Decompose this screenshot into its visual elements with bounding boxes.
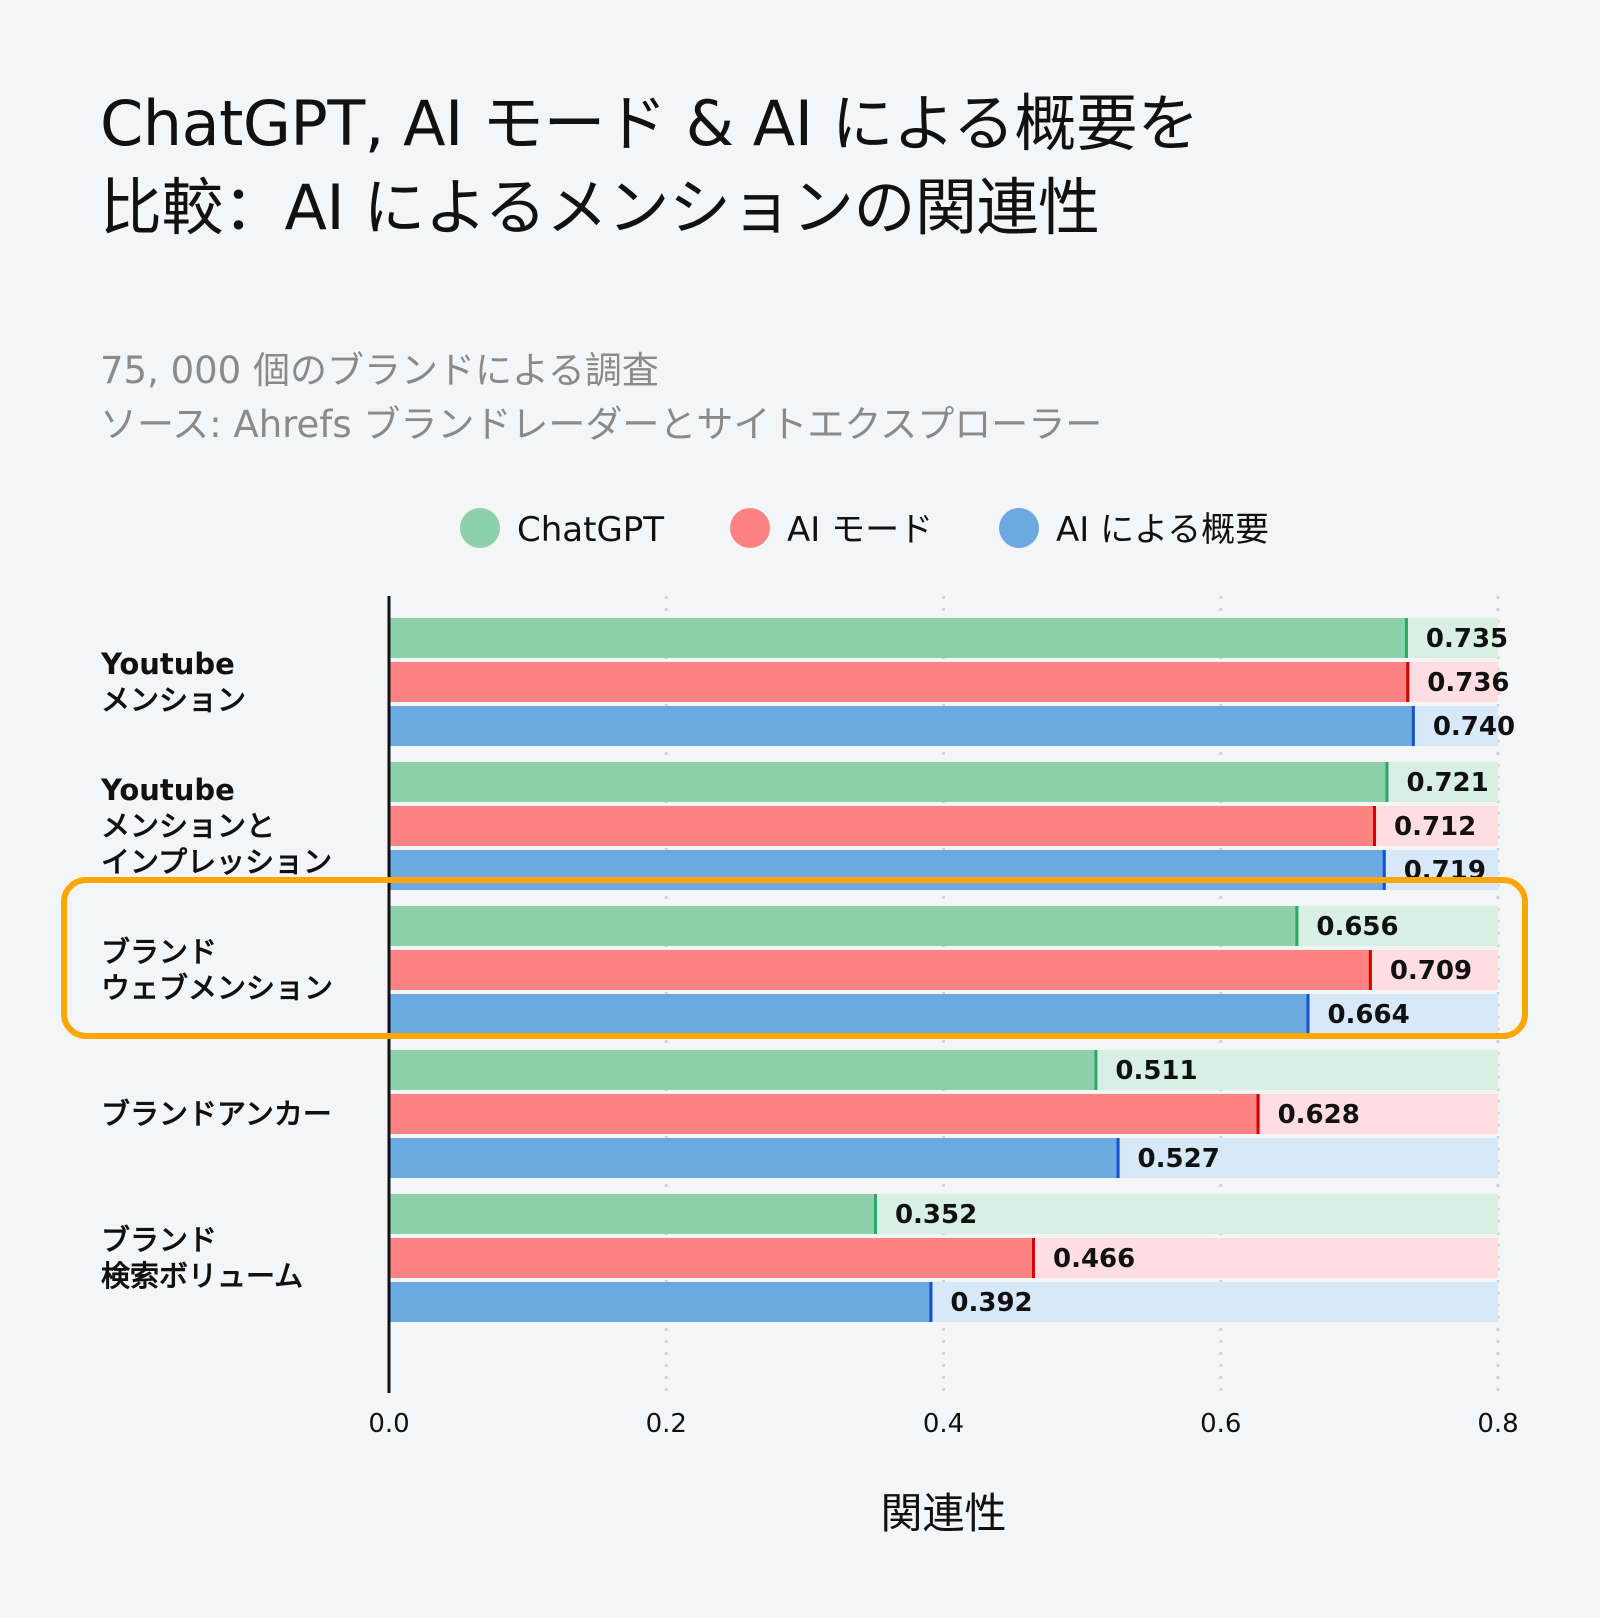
data-label: 0.527	[1138, 1144, 1220, 1174]
category-label: ブランド	[101, 935, 217, 969]
legend-swatch-1	[730, 508, 770, 548]
bar-1-0	[389, 662, 1410, 702]
bar-0-0	[389, 618, 1408, 658]
bar-end-marker	[1382, 850, 1386, 890]
legend-label-0: ChatGPT	[517, 510, 664, 550]
category-label: Youtube	[100, 773, 235, 807]
x-axis-label: 関連性	[880, 1489, 1006, 1538]
title-line-2: 比較：AI によるメンションの関連性	[100, 171, 1100, 244]
data-label: 0.736	[1427, 668, 1509, 698]
bar-0-1	[389, 762, 1389, 802]
legend-label-1: AI モード	[787, 510, 933, 550]
bar-0-3	[389, 1050, 1098, 1090]
x-tick-label: 0.2	[646, 1409, 687, 1439]
data-label: 0.664	[1327, 1000, 1409, 1030]
bar-2-2	[389, 994, 1310, 1034]
bar-end-marker	[1256, 1094, 1260, 1134]
bar-1-4	[389, 1238, 1035, 1278]
chart-title: ChatGPT, AI モード & AI による概要を 比較：AI によるメンシ…	[100, 82, 1199, 250]
data-label: 0.721	[1406, 768, 1488, 798]
x-tick-label: 0.6	[1200, 1409, 1241, 1439]
category-label: メンション	[101, 683, 246, 717]
legend-swatch-0	[460, 508, 500, 548]
category-label: ブランドアンカー	[101, 1097, 332, 1131]
highlight-box	[61, 877, 1528, 1039]
bar-end-marker	[1295, 906, 1299, 946]
x-tick-label: 0.8	[1477, 1409, 1518, 1439]
bar-0-4	[389, 1194, 877, 1234]
data-label: 0.712	[1394, 812, 1476, 842]
data-label: 0.709	[1390, 956, 1472, 986]
data-label: 0.511	[1115, 1056, 1197, 1086]
data-label: 0.352	[895, 1200, 977, 1230]
bar-end-marker	[1404, 618, 1408, 658]
legend-swatch-2	[999, 508, 1039, 548]
bar-end-marker	[873, 1194, 877, 1234]
bar-2-4	[389, 1282, 933, 1322]
data-label: 0.656	[1316, 912, 1398, 942]
bar-end-marker	[1385, 762, 1389, 802]
data-label: 0.466	[1053, 1244, 1135, 1274]
bar-2-0	[389, 706, 1415, 746]
subtitle-line-2: ソース: Ahrefs ブランドレーダーとサイトエクスプローラー	[100, 403, 1103, 446]
category-label: ブランド	[101, 1223, 217, 1257]
data-label: 0.740	[1433, 712, 1515, 742]
data-label: 0.628	[1278, 1100, 1360, 1130]
legend-label-2: AI による概要	[1056, 510, 1269, 550]
title-line-1: ChatGPT, AI モード & AI による概要を	[100, 87, 1199, 160]
bar-1-1	[389, 806, 1377, 846]
subtitle-line-1: 75, 000 個のブランドによる調査	[100, 349, 659, 392]
chart-subtitle: 75, 000 個のブランドによる調査 ソース: Ahrefs ブランドレーダー…	[100, 344, 1102, 452]
bar-2-1	[389, 850, 1386, 890]
bar-2-3	[389, 1138, 1120, 1178]
data-label: 0.392	[950, 1288, 1032, 1318]
category-label: Youtube	[100, 647, 235, 681]
bar-end-marker	[1094, 1050, 1098, 1090]
bar-end-marker	[1368, 950, 1372, 990]
bar-0-2	[389, 906, 1299, 946]
bar-1-3	[389, 1094, 1260, 1134]
data-label: 0.735	[1426, 624, 1508, 654]
category-label: メンションと	[101, 809, 275, 843]
bar-end-marker	[1116, 1138, 1120, 1178]
bar-end-marker	[1406, 662, 1410, 702]
bar-end-marker	[929, 1282, 933, 1322]
bar-end-marker	[1373, 806, 1377, 846]
bar-end-marker	[1411, 706, 1415, 746]
bar-1-2	[389, 950, 1372, 990]
bar-end-marker	[1306, 994, 1310, 1034]
bar-end-marker	[1031, 1238, 1035, 1278]
x-tick-label: 0.4	[923, 1409, 964, 1439]
category-label: 検索ボリューム	[101, 1259, 303, 1293]
category-label: ウェブメンション	[101, 971, 333, 1005]
category-label: インプレッション	[101, 845, 332, 879]
x-tick-label: 0.0	[368, 1409, 409, 1439]
